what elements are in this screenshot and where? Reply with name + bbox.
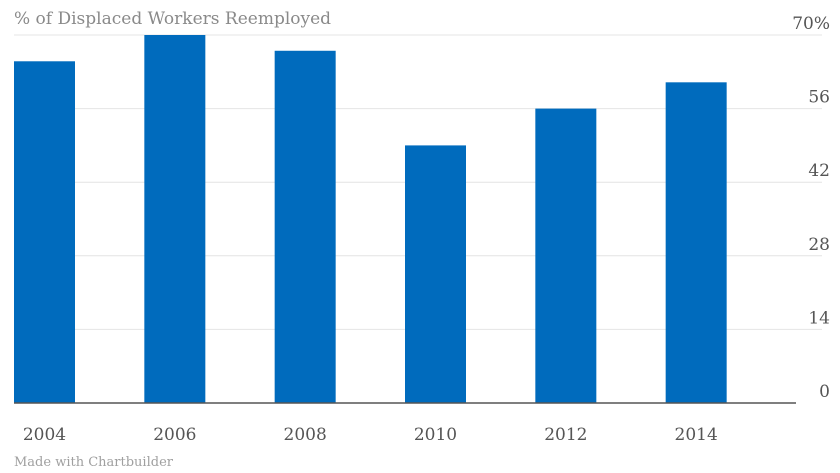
bar-2010 — [405, 145, 466, 403]
y-axis-ticks: 0 14 28 42 56 70% — [792, 14, 830, 402]
x-tick-label: 2008 — [284, 425, 327, 445]
bar-2006 — [144, 35, 206, 403]
y-tick-label: 56 — [808, 88, 830, 108]
credit-text: Made with Chartbuilder — [14, 455, 174, 470]
bar-2012 — [535, 108, 597, 403]
x-tick-label: 2014 — [675, 425, 718, 445]
x-tick-label: 2006 — [153, 425, 196, 445]
bar-2004 — [14, 61, 75, 404]
bar-2008 — [274, 50, 336, 404]
x-tick-label: 2012 — [544, 425, 587, 445]
bar-2014 — [665, 82, 727, 404]
chart-title: % of Displaced Workers Reemployed — [14, 9, 331, 29]
y-tick-label: 14 — [808, 308, 830, 328]
bars — [14, 35, 727, 404]
x-tick-label: 2004 — [23, 425, 66, 445]
y-tick-label: 42 — [808, 161, 830, 181]
x-tick-label: 2010 — [414, 425, 457, 445]
x-axis-ticks: 2004 2006 2008 2010 2012 2014 — [23, 425, 718, 445]
y-tick-label: 70% — [792, 14, 830, 34]
y-tick-label: 28 — [808, 235, 830, 255]
y-tick-label: 0 — [819, 382, 830, 402]
